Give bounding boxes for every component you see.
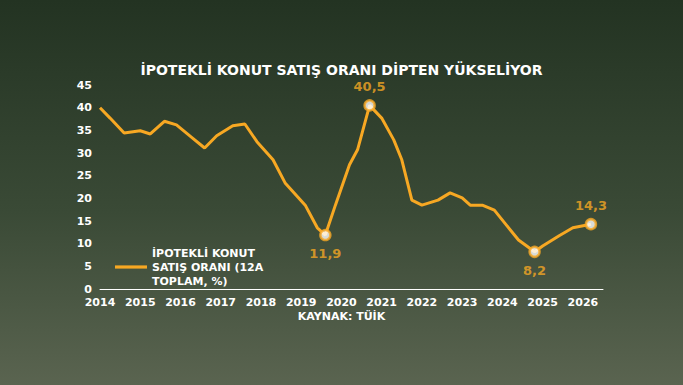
svg-text:KAYNAK: TÜİK: KAYNAK: TÜİK [298, 309, 386, 323]
svg-text:2026: 2026 [568, 296, 599, 309]
svg-text:25: 25 [77, 169, 92, 182]
svg-text:2019: 2019 [286, 296, 317, 309]
svg-text:2021: 2021 [366, 296, 397, 309]
svg-text:5: 5 [84, 260, 92, 273]
svg-text:40: 40 [77, 101, 93, 114]
svg-text:2020: 2020 [326, 296, 357, 309]
svg-text:2025: 2025 [527, 296, 558, 309]
svg-text:15: 15 [77, 215, 92, 228]
svg-text:30: 30 [77, 147, 93, 160]
svg-text:11,9: 11,9 [309, 246, 341, 261]
svg-text:10: 10 [77, 237, 93, 250]
svg-text:İPOTEKLİ KONUT SATIŞ ORANI DİP: İPOTEKLİ KONUT SATIŞ ORANI DİPTEN YÜKSEL… [140, 61, 542, 78]
svg-text:45: 45 [77, 79, 92, 92]
svg-text:2016: 2016 [165, 296, 196, 309]
svg-text:2017: 2017 [205, 296, 236, 309]
svg-text:14,3: 14,3 [575, 198, 607, 213]
svg-text:2024: 2024 [487, 296, 518, 309]
svg-text:2022: 2022 [407, 296, 438, 309]
svg-text:2018: 2018 [246, 296, 277, 309]
svg-text:0: 0 [84, 283, 92, 296]
svg-text:2015: 2015 [125, 296, 156, 309]
svg-text:2023: 2023 [447, 296, 478, 309]
svg-text:SATIŞ ORANI (12A: SATIŞ ORANI (12A [152, 261, 267, 274]
svg-text:35: 35 [77, 124, 92, 137]
svg-text:8,2: 8,2 [523, 263, 546, 278]
svg-text:40,5: 40,5 [354, 79, 386, 94]
svg-text:20: 20 [77, 192, 93, 205]
svg-text:İPOTEKLİ KONUT: İPOTEKLİ KONUT [152, 246, 259, 260]
svg-text:2014: 2014 [85, 296, 116, 309]
svg-text:TOPLAM, %): TOPLAM, %) [152, 275, 227, 288]
